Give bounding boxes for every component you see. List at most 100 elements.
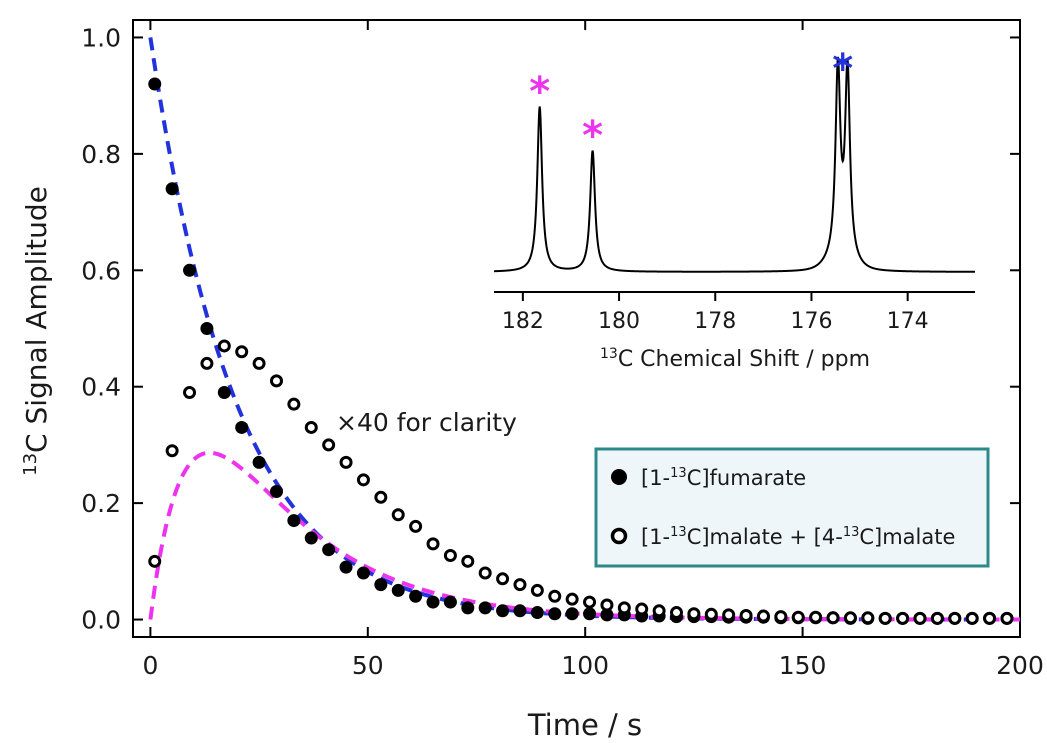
malate-point — [356, 473, 370, 487]
fumarate-point — [165, 182, 179, 196]
scale-annotation: ×40 for clarity — [336, 408, 517, 437]
malate-point — [600, 598, 614, 612]
inset-spectrum-line — [493, 56, 976, 273]
malate-point — [269, 374, 283, 388]
fumarate-point — [409, 589, 423, 603]
malate-point — [200, 356, 214, 370]
malate-point — [791, 610, 805, 624]
malate-point — [687, 607, 701, 621]
fumarate-point — [426, 595, 440, 609]
malate-point — [374, 490, 388, 504]
legend-label-fumarate: [1-13C]fumarate — [641, 466, 806, 490]
malate-point — [461, 554, 475, 568]
malate-point — [617, 601, 631, 615]
fumarate-point — [269, 484, 283, 498]
malate-point — [426, 537, 440, 551]
y-tick-label: 0.2 — [81, 489, 121, 518]
fumarate-point — [548, 607, 562, 621]
y-axis-label: 13C Signal Amplitude — [20, 186, 53, 476]
malate-point — [965, 611, 979, 625]
malate-point — [861, 611, 875, 625]
fumarate-point — [530, 606, 544, 620]
fumarate-point — [478, 601, 492, 615]
malate-point — [217, 339, 231, 353]
plot-frame — [132, 19, 1021, 638]
fumarate-point — [235, 420, 249, 434]
inset-spectrum: 182 180 178 176 174 * * * 13C Chemical Shift /… — [493, 46, 976, 372]
legend-marker-malate — [610, 527, 628, 545]
malate-point — [409, 519, 423, 533]
y-tick-label: 0.4 — [81, 373, 121, 402]
malate-point — [983, 611, 997, 625]
inset-x-axis-label: 13C Chemical Shift / ppm — [600, 346, 870, 372]
malate-point — [1000, 611, 1014, 625]
malate-point — [809, 610, 823, 624]
y-tick-label: 0.0 — [81, 606, 121, 635]
inset-x-tick-label: 174 — [887, 309, 929, 334]
malate-point — [235, 345, 249, 359]
fumarate-point — [356, 566, 370, 580]
y-axis-ticks: 0.0 0.2 0.4 0.6 0.8 1.0 — [81, 23, 1020, 635]
fumarate-point — [252, 455, 266, 469]
inset-x-tick-label: 182 — [502, 309, 544, 334]
y-tick-label: 1.0 — [81, 23, 121, 52]
x-axis-ticks: 0 50 100 150 200 — [142, 20, 1044, 680]
peak-star-marker: * — [832, 46, 853, 92]
malate-point — [496, 572, 510, 586]
x-tick-label: 150 — [779, 651, 827, 680]
fumarate-point — [287, 514, 301, 528]
malate-point — [339, 455, 353, 469]
fumarate-point — [183, 263, 197, 277]
malate-point — [287, 397, 301, 411]
malate-point — [583, 595, 597, 609]
x-tick-label: 100 — [561, 651, 609, 680]
inset-x-tick-label: 180 — [598, 309, 640, 334]
malate-point — [548, 589, 562, 603]
malate-point — [148, 554, 162, 568]
malate-point — [756, 609, 770, 623]
fumarate-point — [374, 578, 388, 592]
inset-x-tick-label: 176 — [790, 309, 832, 334]
fumarate-point — [217, 386, 231, 400]
main-plot: 0.0 0.2 0.4 0.6 0.8 1.0 0 50 100 150 200 Time / s… — [20, 19, 1044, 742]
malate-point — [722, 608, 736, 622]
x-tick-label: 50 — [352, 651, 384, 680]
inset-x-tick-label: 178 — [694, 309, 736, 334]
malate-point — [948, 611, 962, 625]
fumarate-point — [565, 607, 579, 621]
y-tick-label: 0.8 — [81, 140, 121, 169]
malate-point — [930, 611, 944, 625]
inset-peak-markers: * * * — [529, 46, 853, 159]
malate-point — [565, 592, 579, 606]
malate-point — [878, 611, 892, 625]
y-axis-label-superscript: 13 — [20, 453, 41, 476]
malate-point — [843, 611, 857, 625]
malate-point — [670, 606, 684, 620]
fumarate-point — [600, 608, 614, 622]
legend-marker-fumarate — [611, 469, 627, 485]
malate-point — [165, 444, 179, 458]
malate-point — [635, 602, 649, 616]
peak-star-marker: * — [582, 113, 603, 159]
y-tick-label: 0.6 — [81, 256, 121, 285]
malate-point — [826, 611, 840, 625]
x-tick-label: 200 — [996, 651, 1044, 680]
malate-point — [304, 420, 318, 434]
x-axis-label: Time / s — [527, 708, 642, 742]
fumarate-point — [461, 601, 475, 615]
legend-label-malate: [1-13C]malate + [4-13C]malate — [641, 525, 955, 549]
malate-point — [896, 611, 910, 625]
fumarate-point — [322, 543, 336, 557]
fumarate-point — [339, 560, 353, 574]
malate-point — [704, 607, 718, 621]
fumarate-point — [443, 595, 457, 609]
peak-star-marker: * — [529, 69, 550, 115]
malate-point — [443, 549, 457, 563]
legend-box — [594, 447, 990, 568]
malate-point — [913, 611, 927, 625]
malate-point — [774, 610, 788, 624]
fumarate-point — [513, 604, 527, 618]
malate-point — [183, 386, 197, 400]
x-tick-label: 0 — [142, 651, 158, 680]
